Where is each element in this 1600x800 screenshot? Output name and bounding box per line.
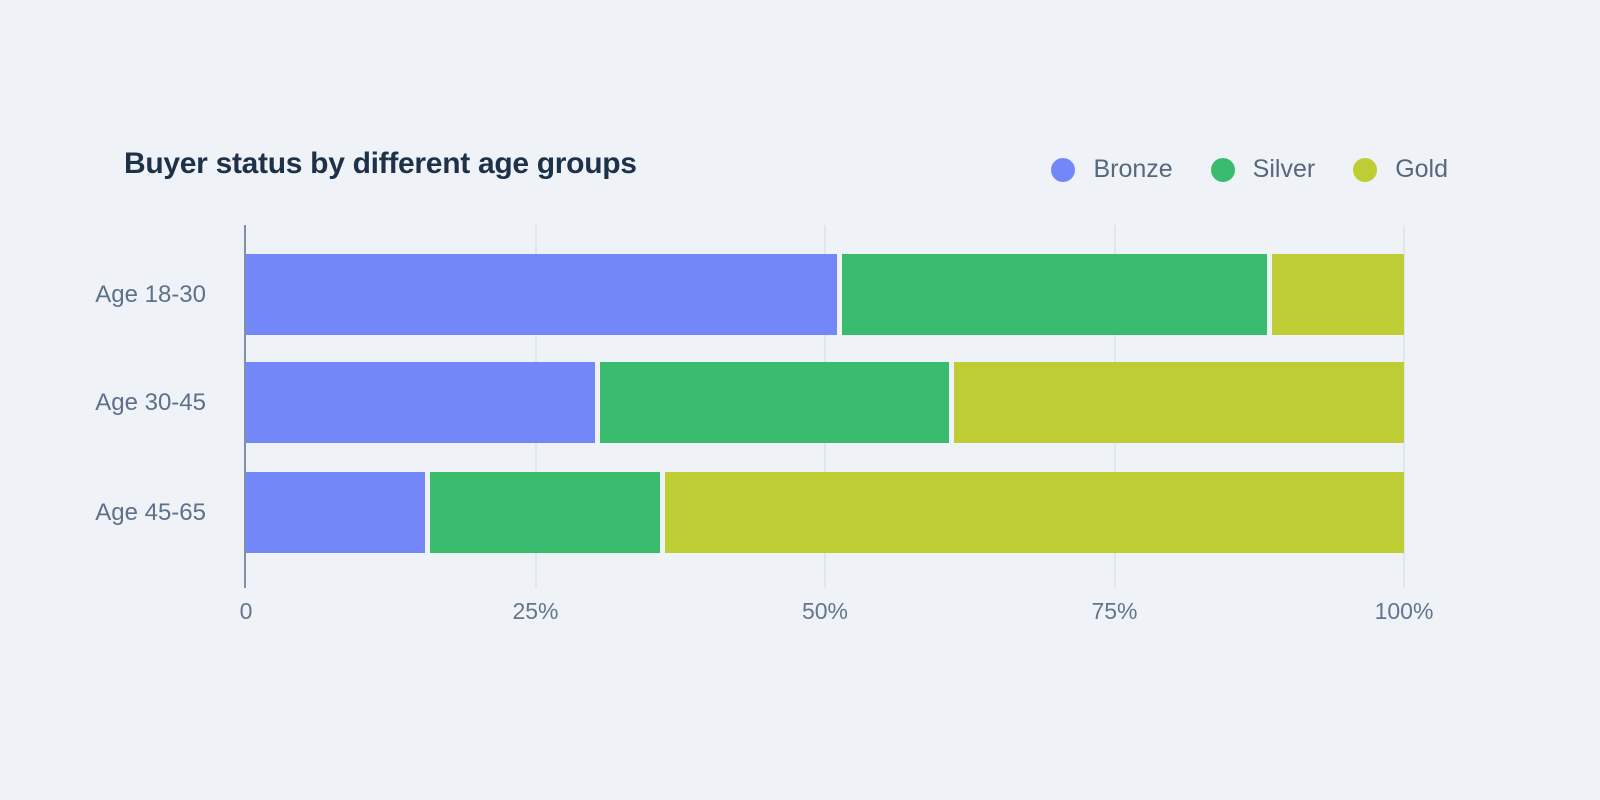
y-axis-line: [244, 225, 246, 588]
x-tick-label: 25%: [512, 598, 559, 624]
legend-item-bronze[interactable]: Bronze: [1051, 155, 1173, 184]
bar-segment-silver[interactable]: [430, 472, 660, 553]
bar-segment-gold[interactable]: [953, 362, 1404, 443]
bar-row: [246, 254, 1404, 335]
legend-item-gold[interactable]: Gold: [1353, 155, 1448, 184]
legend-label-bronze: Bronze: [1093, 155, 1173, 183]
category-label: Age 30-45: [95, 389, 206, 416]
bar-segment-gold[interactable]: [664, 472, 1404, 553]
bar-row: [246, 362, 1404, 443]
legend-marker-bronze-icon: [1051, 157, 1076, 182]
bar-segment-silver[interactable]: [842, 254, 1267, 335]
x-tick-label: 50%: [801, 598, 849, 624]
x-tick-label: 75%: [1091, 598, 1138, 624]
bar-segment-bronze[interactable]: [246, 472, 426, 553]
plot-area: 0 25% 50% 75% 100%: [240, 225, 1433, 624]
chart-title: Buyer status by different age groups: [124, 147, 637, 180]
y-axis-labels: Age 18-30 Age 30-45 Age 45-65: [0, 225, 206, 578]
bar-segment-bronze[interactable]: [246, 362, 595, 443]
legend-label-silver: Silver: [1252, 155, 1316, 183]
category-label: Age 18-30: [95, 281, 206, 308]
x-tick-label: 0: [239, 598, 253, 624]
category-label: Age 45-65: [95, 499, 206, 526]
legend-label-gold: Gold: [1395, 155, 1448, 183]
bar-segment-gold[interactable]: [1271, 254, 1404, 335]
legend-item-silver[interactable]: Silver: [1210, 155, 1316, 184]
bar-row: [246, 472, 1404, 553]
bar-segment-bronze[interactable]: [246, 254, 838, 335]
legend: Bronze Silver Gold: [1051, 155, 1448, 184]
gridline-100: [1403, 225, 1405, 588]
legend-marker-silver-icon: [1210, 157, 1235, 182]
bar-segment-silver[interactable]: [599, 362, 949, 443]
x-tick-label: 100%: [1374, 598, 1434, 624]
legend-marker-gold-icon: [1353, 157, 1378, 182]
